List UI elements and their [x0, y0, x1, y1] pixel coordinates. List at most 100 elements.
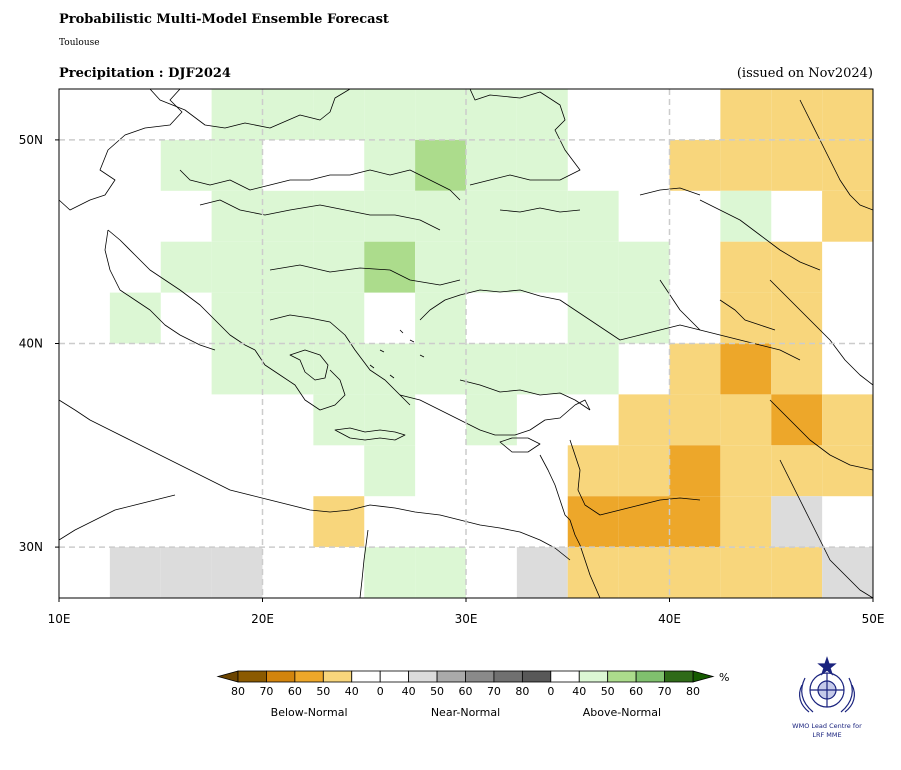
- logo-caption-line1: WMO Lead Centre for: [792, 722, 862, 730]
- forecast-cell-above-14: [466, 139, 517, 191]
- forecast-cell-above-58: [567, 343, 619, 395]
- forecast-cell-above-51: [211, 343, 263, 395]
- forecast-cell-below-79: [618, 496, 670, 548]
- forecast-cell-above-55: [415, 343, 466, 395]
- forecast-cell-below-73: [669, 445, 721, 497]
- forecast-cell-above-38: [567, 241, 619, 293]
- forecast-cell-below-66: [669, 394, 721, 446]
- forecast-cell-near-84: [160, 547, 212, 598]
- colorbar-left-arrow: [216, 670, 239, 683]
- forecast-cell-below-17: [720, 139, 772, 191]
- forecast-cell-above-21: [262, 190, 314, 242]
- forecast-cell-above-87: [415, 547, 466, 598]
- forecast-cell-above-45: [313, 292, 365, 344]
- chart-title: Probabilistic Multi-Model Ensemble Forec…: [59, 12, 389, 27]
- x-tick-label: 20E: [251, 612, 274, 626]
- colorbar-tick-label: 70: [658, 685, 672, 698]
- colorbar-tick-label: 60: [459, 685, 473, 698]
- forecast-cell-above-35: [415, 241, 466, 293]
- forecast-cell-above-1: [262, 89, 314, 140]
- forecast-cell-above-22: [313, 190, 365, 242]
- colorbar-swatch: [578, 670, 609, 683]
- forecast-cell-below-89: [567, 547, 619, 598]
- forecast-cell-above-48: [618, 292, 670, 344]
- colorbar-swatch: [521, 670, 552, 683]
- forecast-cell-above-31: [211, 241, 263, 293]
- forecast-cell-above-52: [262, 343, 314, 395]
- colorbar-tick-label: 0: [547, 685, 554, 698]
- forecast-cell-above-3: [364, 89, 416, 140]
- colorbar-tick-label: 80: [686, 685, 700, 698]
- forecast-cell-below-7: [720, 89, 772, 140]
- forecast-cell-below-71: [567, 445, 619, 497]
- colorbar-swatch: [266, 670, 296, 683]
- forecast-cell-below-69: [822, 394, 873, 446]
- forecast-cell-above-63: [364, 394, 416, 446]
- forecast-cell-above-24: [415, 190, 466, 242]
- forecast-cell-above-54: [364, 343, 416, 395]
- forecast-cell-below-40: [720, 241, 772, 293]
- colorbar-swatch: [550, 670, 580, 683]
- forecast-cell-below-76: [822, 445, 873, 497]
- forecast-cell-below-78: [567, 496, 619, 548]
- forecast-cell-above-13: [415, 139, 466, 191]
- colorbar-swatch: [635, 670, 665, 683]
- forecast-cell-below-8: [771, 89, 823, 140]
- forecast-cell-below-18: [771, 139, 823, 191]
- colorbar-swatch: [607, 670, 637, 683]
- colorbar-swatch: [379, 670, 410, 683]
- colorbar-category-label: Below-Normal: [271, 706, 348, 719]
- forecast-cells: [109, 89, 873, 598]
- variable-label: Precipitation : DJF2024: [59, 66, 231, 81]
- forecast-cell-below-60: [720, 343, 772, 395]
- colorbar-swatch: [294, 670, 324, 683]
- forecast-cell-above-39: [618, 241, 670, 293]
- forecast-cell-above-33: [313, 241, 365, 293]
- colorbar-tick-label: 40: [345, 685, 359, 698]
- forecast-cell-above-20: [211, 190, 263, 242]
- colorbar-tick-label: 40: [402, 685, 416, 698]
- forecast-cell-above-47: [567, 292, 619, 344]
- map-gridlines: [59, 89, 873, 598]
- colorbar-tick-label: 60: [629, 685, 643, 698]
- colorbar-tick-label: 70: [487, 685, 501, 698]
- forecast-cell-below-91: [669, 547, 721, 598]
- forecast-cell-above-0: [211, 89, 263, 140]
- colorbar-unit: %: [719, 671, 729, 684]
- forecast-cell-above-53: [313, 343, 365, 395]
- colorbar-swatch: [351, 670, 381, 683]
- forecast-cell-above-37: [516, 241, 568, 293]
- colorbar-swatch: [237, 670, 267, 683]
- issued-date: (issued on Nov2024): [736, 66, 873, 81]
- colorbar-tick-label: 0: [377, 685, 384, 698]
- forecast-cell-near-82: [771, 496, 823, 548]
- colorbar-tick-label: 80: [515, 685, 529, 698]
- y-tick-label: 50N: [19, 133, 43, 147]
- y-tick-label: 40N: [19, 337, 43, 351]
- forecast-cell-above-25: [466, 190, 517, 242]
- forecast-cell-below-16: [669, 139, 721, 191]
- x-tick-label: 40E: [658, 612, 681, 626]
- forecast-cell-below-50: [771, 292, 823, 344]
- chart-subtitle: Toulouse: [59, 38, 100, 48]
- forecast-cell-above-70: [364, 445, 416, 497]
- forecast-cell-near-94: [822, 547, 873, 598]
- colorbar-swatch: [436, 670, 466, 683]
- forecast-cell-above-86: [364, 547, 416, 598]
- colorbar-category-label: Near-Normal: [431, 706, 500, 719]
- forecast-cell-below-75: [771, 445, 823, 497]
- forecast-cell-below-74: [720, 445, 772, 497]
- forecast-cell-near-83: [109, 547, 161, 598]
- forecast-cell-above-6: [516, 89, 568, 140]
- forecast-cell-above-56: [466, 343, 517, 395]
- colorbar-tick-label: 60: [288, 685, 302, 698]
- forecast-cell-above-4: [415, 89, 466, 140]
- forecast-cell-below-93: [771, 547, 823, 598]
- forecast-cell-above-42: [109, 292, 161, 344]
- forecast-cell-below-81: [720, 496, 772, 548]
- forecast-cell-above-26: [516, 190, 568, 242]
- colorbar-swatch: [322, 670, 353, 683]
- coastlines: [59, 89, 873, 598]
- forecast-cell-above-43: [211, 292, 263, 344]
- forecast-cell-above-27: [567, 190, 619, 242]
